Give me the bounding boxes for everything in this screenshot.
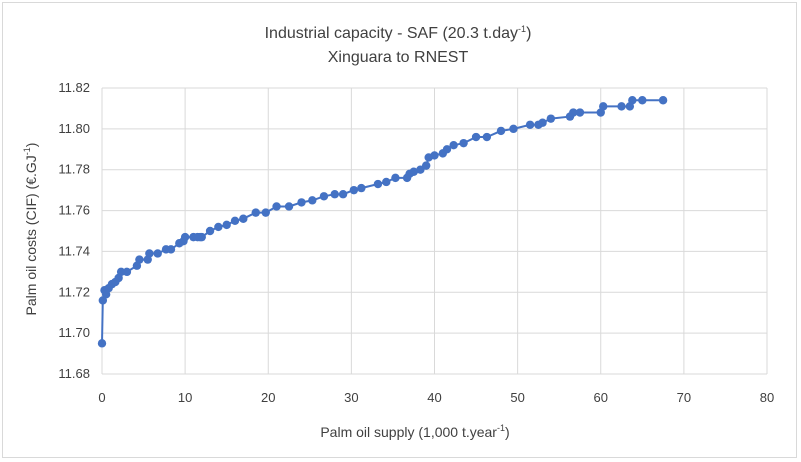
data-point: [122, 267, 132, 277]
x-axis-title: Palm oil supply (1,000 t.year-1): [320, 423, 509, 440]
data-point: [197, 232, 206, 242]
data-point: [308, 196, 317, 205]
data-point: [214, 222, 223, 232]
data-point: [538, 118, 547, 127]
data-point: [416, 165, 425, 174]
data-point: [546, 114, 556, 123]
y-tick-label: 11.80: [58, 121, 90, 136]
data-point: [251, 208, 260, 217]
data-point: [509, 124, 518, 134]
data-point: [222, 220, 231, 230]
x-tick-label: 0: [98, 390, 105, 405]
y-tick-label: 11.70: [58, 325, 90, 340]
data-point: [357, 183, 366, 193]
data-point: [449, 141, 458, 150]
data-point: [97, 339, 107, 348]
x-tick-label: 10: [178, 390, 192, 405]
series-line: [101, 99, 664, 344]
y-tick-label: 11.74: [58, 243, 90, 258]
data-point: [153, 249, 162, 258]
x-tick-label: 70: [677, 390, 691, 405]
data-point: [617, 102, 626, 111]
data-point: [145, 249, 154, 258]
data-point: [496, 126, 506, 136]
x-tick-label: 50: [510, 390, 524, 405]
data-point: [116, 267, 126, 277]
y-tick-label: 11.68: [58, 366, 90, 381]
data-point: [638, 96, 647, 105]
x-tick-label: 60: [594, 390, 608, 405]
data-point: [373, 179, 383, 189]
data-point: [658, 96, 668, 105]
chart-subtitle: Xinguara to RNEST: [328, 49, 469, 66]
data-point: [261, 208, 270, 217]
data-point: [330, 190, 339, 199]
chart-frame: [2, 2, 797, 458]
data-point: [382, 177, 391, 187]
data-point: [135, 255, 144, 264]
x-tick-label: 20: [261, 390, 275, 405]
data-point: [599, 102, 608, 111]
data-point: [459, 138, 468, 148]
chart-title: Industrial capacity - SAF (20.3 t.day-1): [265, 24, 532, 42]
data-point: [421, 161, 431, 170]
grid-lines: [101, 87, 768, 375]
data-point: [391, 173, 400, 183]
data-point: [272, 202, 281, 211]
data-point: [482, 132, 492, 142]
data-point: [471, 132, 481, 142]
data-point: [442, 145, 452, 154]
data-point: [239, 214, 248, 223]
y-tick-labels: 11.68 11.70 11.72 11.74 11.76 11.78 11.80 11.82: [58, 80, 90, 381]
x-tick-label: 80: [760, 390, 774, 405]
data-point: [338, 190, 348, 199]
data-point: [569, 108, 578, 117]
data-point: [319, 192, 329, 201]
data-point: [628, 96, 637, 105]
data-point: [349, 185, 359, 195]
x-tick-label: 30: [344, 390, 358, 405]
data-point: [575, 108, 585, 117]
x-tick-labels: 0 10 20 30 40 50 60 70 80: [98, 390, 774, 405]
x-tick-label: 40: [427, 390, 441, 405]
data-point: [180, 232, 190, 242]
data-point: [230, 216, 240, 225]
y-tick-label: 11.76: [58, 203, 90, 218]
y-tick-label: 11.72: [58, 284, 90, 299]
y-axis-title: Palm oil costs (CIF) (€.GJ-1): [22, 143, 39, 316]
data-point: [525, 120, 535, 129]
data-point: [166, 245, 176, 254]
data-point: [98, 296, 108, 305]
y-tick-label: 11.82: [58, 80, 90, 95]
data-point: [284, 202, 294, 211]
data-point: [205, 226, 215, 236]
data-point: [409, 167, 418, 176]
data-point: [297, 198, 306, 207]
series-points: [97, 96, 668, 348]
y-tick-label: 11.78: [58, 162, 90, 177]
data-point: [430, 151, 439, 160]
